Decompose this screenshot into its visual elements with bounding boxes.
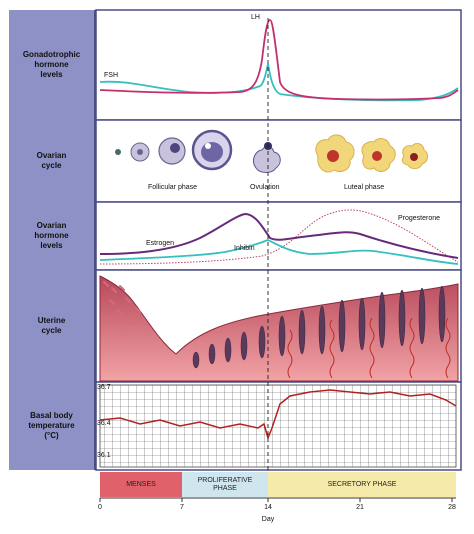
temp-tick-high: 36.7 [97,384,111,391]
day-tick-14: 14 [264,504,272,511]
estrogen-curve [99,212,459,259]
menstrual-debris [103,281,141,325]
inhibin-label: Inhibin [234,245,255,252]
gonadotrophic-title: Gonadotrophic hormone levels [9,10,96,120]
luteal-phase-label: Luteal phase [344,184,385,191]
menses-phase: MENSES [100,472,182,497]
lh-curve [99,19,459,101]
follicular-phase-label: Follicular phase [148,184,198,191]
temp-tick-low: 36.1 [97,452,111,459]
temp-tick-mid: 36.4 [97,420,111,427]
ovarian-cycle-title: Ovarian cycle [9,120,96,202]
secretory-phase: SECRETORY PHASE [268,472,456,497]
day-tick-0: 0 [98,504,102,511]
lh-label: LH [251,14,260,21]
temperature-curve [99,389,457,441]
ovulation-illustration [253,145,281,173]
day-axis-label: Day [261,516,275,523]
uterine-title: Uterine cycle [9,270,96,382]
temperature-grid [99,384,457,468]
ovarian-hormone-panel [95,201,462,271]
progesterone-curve [99,209,459,265]
endometrial-glands [192,285,446,369]
basal-temperature-title: Basal body temperature (°C) [9,382,96,470]
day-tick-21: 21 [356,504,364,511]
day-axis-ticks [99,498,453,502]
spiral-arteries [287,317,451,379]
day-tick-7: 7 [180,504,184,511]
proliferative-phase: PROLIFERATIVE PHASE [182,472,268,497]
estrogen-label: Estrogen [146,240,175,247]
ovarian-hormone-title: Ovarian hormone levels [9,202,96,270]
inhibin-curve [99,239,459,265]
fsh-label: FSH [104,72,118,79]
progesterone-label: Progesterone [398,215,441,222]
follicle-small [115,149,121,155]
day-tick-28: 28 [448,504,456,511]
ovulation-label: Ovulation [250,184,280,191]
